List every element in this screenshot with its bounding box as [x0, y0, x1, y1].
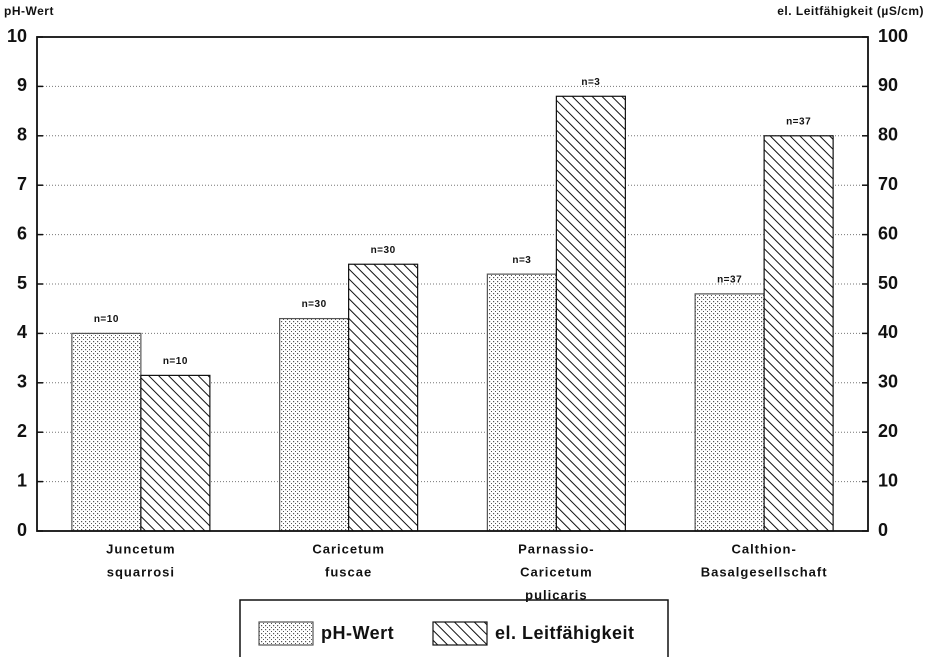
bar	[694, 293, 765, 532]
bar	[763, 135, 834, 532]
x-tick-label: Caricetum	[520, 564, 593, 579]
bar	[71, 332, 142, 532]
y2-tick-label: 20	[878, 421, 898, 441]
n-label: n=30	[302, 299, 327, 310]
bar	[555, 95, 626, 532]
bar	[140, 374, 211, 532]
y-tick-label: 2	[17, 421, 27, 441]
plot-frame	[36, 36, 869, 532]
y2-tick-label: 10	[878, 470, 898, 490]
x-tick-label: Juncetum	[106, 541, 175, 556]
y-tick-label: 4	[17, 322, 27, 342]
y-tick-label: 7	[17, 174, 27, 194]
y2-tick-label: 40	[878, 322, 898, 342]
legend-swatch	[258, 621, 314, 646]
x-tick-label: Calthion-	[731, 541, 796, 556]
y-tick-label: 9	[17, 75, 27, 95]
legend-label: pH-Wert	[321, 623, 394, 643]
y2-tick-label: 70	[878, 174, 898, 194]
y-tick-label: 1	[17, 470, 27, 490]
x-tick-label: Caricetum	[312, 541, 385, 556]
n-label: n=10	[163, 356, 188, 367]
n-label: n=37	[717, 275, 742, 286]
y2-tick-label: 0	[878, 520, 888, 540]
x-tick-label: fuscae	[325, 564, 372, 579]
x-tick-label: Basalgesellschaft	[701, 564, 828, 579]
n-label: n=37	[786, 116, 811, 127]
x-tick-label: squarrosi	[107, 564, 175, 579]
legend-swatch	[432, 621, 488, 646]
n-label: n=10	[94, 314, 119, 325]
y-tick-label: 5	[17, 273, 27, 293]
bar	[279, 317, 350, 532]
y2-tick-label: 60	[878, 223, 898, 243]
legend-label: el. Leitfähigkeit	[495, 623, 635, 643]
n-label: n=3	[512, 255, 531, 266]
y2-tick-label: 80	[878, 125, 898, 145]
y-tick-label: 8	[17, 125, 27, 145]
y2-axis-title: el. Leitfähigkeit (µS/cm)	[777, 4, 924, 18]
y2-tick-label: 100	[878, 26, 908, 46]
bar	[348, 263, 419, 532]
y-tick-label: 10	[7, 26, 27, 46]
y-tick-label: 3	[17, 372, 27, 392]
x-tick-label: pulicaris	[525, 587, 587, 602]
y-tick-label: 6	[17, 223, 27, 243]
y2-tick-label: 50	[878, 273, 898, 293]
bar	[486, 273, 557, 532]
y-tick-label: 0	[17, 520, 27, 540]
x-tick-label: Parnassio-	[518, 541, 594, 556]
n-label: n=30	[371, 245, 396, 256]
n-label: n=3	[581, 77, 600, 88]
y-axis-title: pH-Wert	[4, 4, 54, 18]
y2-tick-label: 90	[878, 75, 898, 95]
y2-tick-label: 30	[878, 372, 898, 392]
